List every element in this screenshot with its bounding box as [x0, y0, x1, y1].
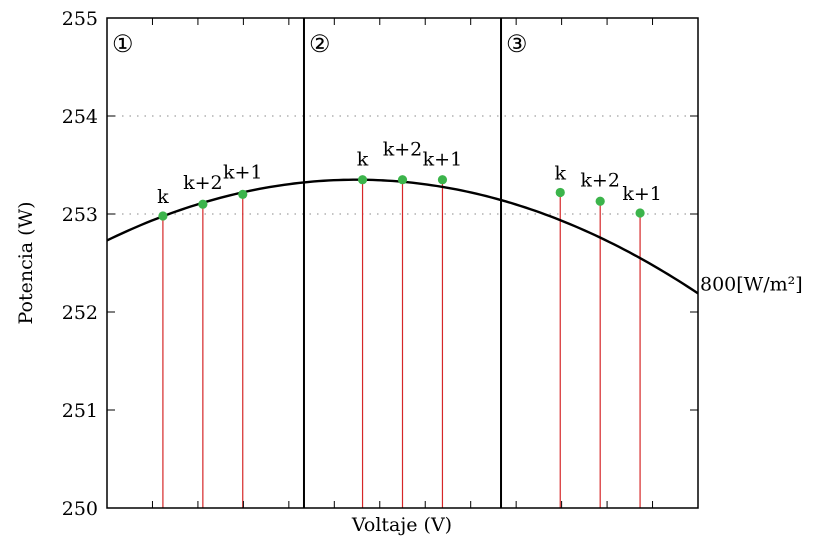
data-point — [555, 187, 565, 198]
axis-ticks: 250 251 252 253 254 255 — [62, 8, 699, 520]
y-tick-label: 253 — [62, 204, 98, 226]
region-label: ③ — [506, 30, 528, 58]
labels: 800[W/m²]① ② ③kk+2 k+1k k+2 k+1k k+2k+1 — [112, 30, 803, 295]
y-axis-title: Potencia (W) — [15, 201, 37, 324]
x-axis-title: Voltaje (V) — [351, 514, 452, 536]
data-point — [595, 196, 605, 206]
point-label: k+2 — [580, 169, 620, 191]
point-label: k+1 — [423, 149, 463, 171]
curve-label: 800[W/m²] — [700, 273, 803, 295]
point-label: k+2 — [183, 172, 223, 194]
y-tick-label: 250 — [62, 498, 98, 520]
plot-frame — [106, 17, 699, 509]
region-dividers — [302, 18, 503, 508]
point-label: k+2 — [383, 139, 423, 161]
y-tick-label: 252 — [62, 302, 98, 324]
data-point — [635, 208, 645, 218]
point-label: k+1 — [622, 183, 662, 205]
point-label: k — [357, 149, 369, 171]
grid — [107, 115, 698, 215]
point-label: k+1 — [223, 161, 263, 183]
y-tick-label: 251 — [62, 400, 98, 422]
markers — [158, 175, 645, 221]
region-label: ② — [309, 30, 331, 58]
drop-lines — [162, 179, 641, 508]
data-point — [397, 175, 408, 185]
point-label: k — [157, 186, 169, 208]
y-tick-label: 255 — [62, 8, 98, 30]
data-point — [357, 175, 368, 185]
data-point — [158, 211, 168, 221]
data-point — [238, 189, 248, 199]
y-tick-label: 254 — [62, 106, 98, 128]
region-label: ① — [112, 30, 134, 58]
data-point — [437, 175, 448, 185]
data-point — [198, 199, 208, 209]
point-label: k — [554, 162, 566, 184]
